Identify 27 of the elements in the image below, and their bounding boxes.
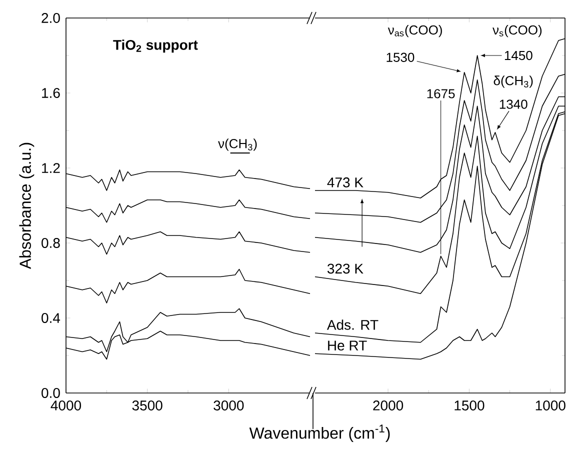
y-tick-label: 0.4 bbox=[42, 313, 60, 323]
series-label: 473 K bbox=[327, 177, 364, 188]
annotation: ν(CH$_{3}$) bbox=[218, 138, 257, 151]
y-tick-label: 2.0 bbox=[42, 13, 60, 23]
y-tick-label: 1.2 bbox=[42, 163, 60, 173]
series-label: 323 K bbox=[327, 264, 364, 274]
annotation: δ(CH$_{3}$) bbox=[494, 76, 533, 88]
x-axis-title: Wavenumber (cm$^{-1}$) bbox=[249, 424, 390, 442]
y-tick-label: 1.6 bbox=[42, 88, 60, 98]
x-tick-label: 3500 bbox=[132, 400, 162, 410]
annotation: 1675 bbox=[427, 89, 455, 98]
x-tick-label: 1500 bbox=[454, 400, 484, 410]
annotation: 1450 bbox=[504, 50, 532, 60]
x-tick-label: 4000 bbox=[50, 400, 82, 410]
series-label: Ads. RT bbox=[326, 320, 378, 330]
series-label: He RT bbox=[328, 340, 367, 350]
y-axis-title: Absorbance (a.u.) bbox=[19, 142, 34, 270]
annotation: 1340 bbox=[500, 100, 528, 109]
annotation: TiO$_{2}$ support bbox=[113, 40, 198, 53]
annotation: ν$_{s}$(COO) bbox=[492, 25, 542, 38]
y-tick-label: 0.8 bbox=[42, 238, 60, 248]
x-tick-label: 1000 bbox=[536, 400, 566, 410]
annotation: ν$_{as}$(COO) bbox=[388, 25, 442, 38]
x-tick-label: 2000 bbox=[373, 400, 404, 410]
annotation: 1530 bbox=[386, 52, 414, 62]
y-tick-label: 0.0 bbox=[42, 388, 60, 398]
x-tick-label: 3000 bbox=[214, 400, 244, 410]
